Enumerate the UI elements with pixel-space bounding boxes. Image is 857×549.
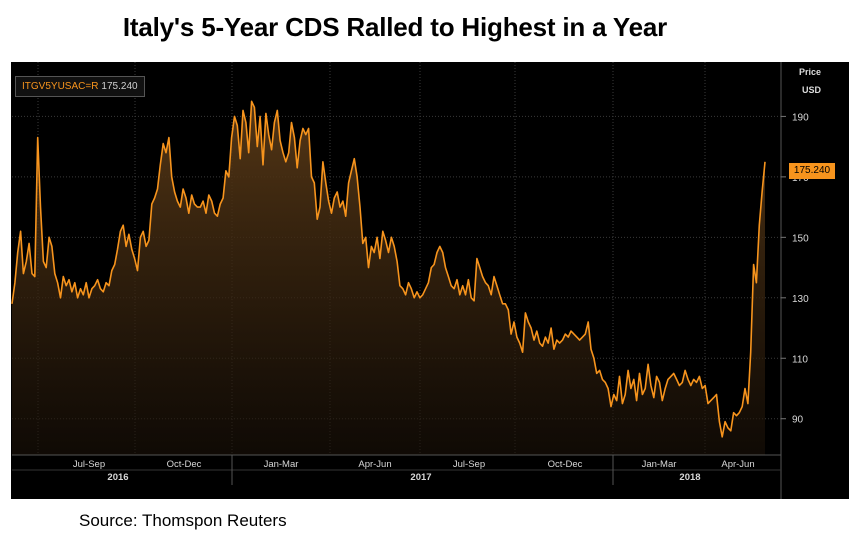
series-line <box>11 100 766 438</box>
y-axis-title: Price <box>798 67 821 77</box>
area-path <box>12 101 765 456</box>
x-tick-label: Jan-Mar <box>642 459 677 470</box>
area-fill <box>12 101 765 456</box>
x-tick-label: Jul-Sep <box>453 459 485 470</box>
y-tick-label: 190 <box>792 112 809 123</box>
x-tick-label: Apr-Jun <box>721 459 754 470</box>
x-tick-label: Oct-Dec <box>548 459 583 470</box>
y-tick-label: 150 <box>792 233 809 244</box>
price-line <box>11 100 766 438</box>
x-tick-label: Oct-Dec <box>167 459 202 470</box>
source-note: Source: Thomspon Reuters <box>79 511 287 530</box>
x-tick-labels: Jul-Sep Oct-Dec Jan-Mar Apr-Jun Jul-Sep Oct-D… <box>73 459 755 483</box>
y-tick-label: 90 <box>792 415 804 426</box>
year-label: 2016 <box>107 472 128 483</box>
legend-value: 175.240 <box>101 81 138 92</box>
legend-symbol: ITGV5YUSAC=R <box>22 81 99 92</box>
x-tick-label: Apr-Jun <box>358 459 391 470</box>
y-tick-label: 110 <box>792 354 808 365</box>
y-tick-labels: 19017015013011090 <box>792 112 809 425</box>
y-tick-label: 130 <box>792 294 809 305</box>
chart-title: Italy's 5-Year CDS Ralled to Highest in … <box>122 12 668 42</box>
last-value-tag: 175.240 <box>789 163 835 179</box>
y-axis-unit: USD <box>801 85 821 95</box>
x-tick-label: Jan-Mar <box>264 459 299 470</box>
series-legend: ITGV5YUSAC=R 175.240 <box>15 76 145 97</box>
year-label: 2017 <box>410 472 431 483</box>
axes <box>12 62 786 499</box>
x-tick-label: Jul-Sep <box>73 459 105 470</box>
year-label: 2018 <box>679 472 700 483</box>
